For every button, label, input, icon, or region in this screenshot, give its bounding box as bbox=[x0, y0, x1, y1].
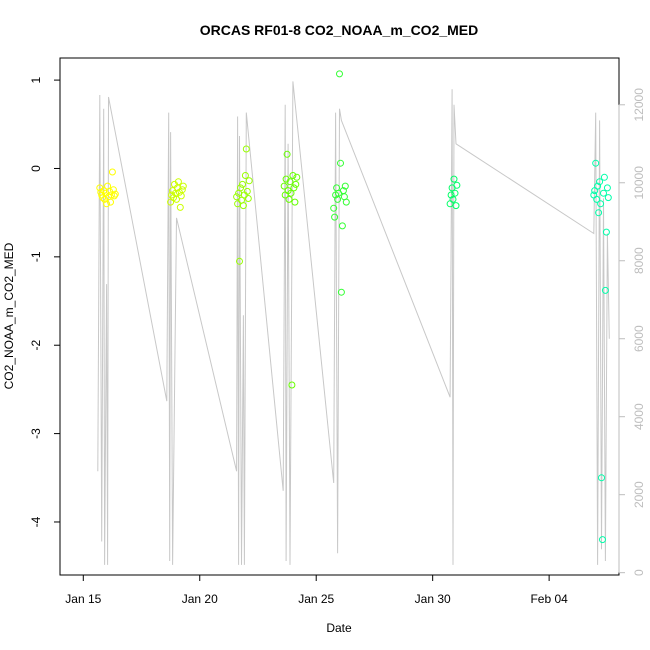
data-point bbox=[290, 184, 298, 192]
data-point bbox=[242, 145, 250, 153]
y-right-tick-label: 0 bbox=[632, 569, 646, 576]
data-point bbox=[594, 182, 602, 190]
data-point bbox=[341, 182, 349, 190]
data-point bbox=[237, 184, 244, 192]
y-axis-right: 0 2000 4000 6000 8000 10000 12000 bbox=[618, 88, 646, 576]
data-point bbox=[173, 195, 180, 203]
y-right-tick-label: 6000 bbox=[632, 325, 646, 352]
data-point bbox=[236, 257, 243, 265]
data-point bbox=[592, 159, 600, 167]
data-point bbox=[241, 172, 249, 179]
data-point bbox=[178, 186, 186, 194]
data-point bbox=[244, 195, 252, 202]
y-left-tick-label: -4 bbox=[29, 516, 43, 527]
y-axis-left: 1 0 -1 -2 -3 -4 bbox=[29, 76, 61, 527]
data-point bbox=[601, 286, 609, 294]
x-tick-label: Jan 30 bbox=[415, 592, 451, 606]
data-point bbox=[599, 536, 606, 544]
data-point bbox=[245, 177, 253, 185]
data-point bbox=[597, 200, 605, 208]
data-point bbox=[239, 202, 247, 210]
data-point bbox=[174, 178, 182, 186]
data-point bbox=[291, 198, 299, 206]
y-axis-label: CO2_NOAA_m_CO2_MED bbox=[2, 242, 16, 389]
y-right-tick-label: 12000 bbox=[632, 88, 646, 122]
data-point bbox=[602, 228, 610, 236]
secondary-series-line bbox=[97, 81, 610, 565]
data-point bbox=[292, 180, 300, 188]
data-point bbox=[596, 178, 604, 186]
data-point bbox=[600, 189, 607, 197]
y-left-tick-label: -2 bbox=[29, 340, 43, 351]
data-points-layer bbox=[96, 70, 612, 544]
data-point bbox=[331, 213, 339, 221]
data-point bbox=[103, 200, 111, 208]
data-point bbox=[176, 203, 184, 211]
data-point bbox=[243, 187, 251, 195]
x-tick-label: Jan 15 bbox=[65, 592, 101, 606]
data-point bbox=[600, 173, 608, 181]
x-tick-label: Feb 04 bbox=[530, 592, 568, 606]
y-left-tick-label: -1 bbox=[29, 251, 43, 262]
data-point bbox=[287, 189, 295, 197]
y-left-tick-label: -3 bbox=[29, 428, 43, 439]
secondary-line-layer bbox=[97, 81, 610, 565]
data-point bbox=[452, 202, 460, 210]
x-tick-label: Jan 20 bbox=[182, 592, 218, 606]
data-point bbox=[449, 195, 457, 203]
data-point bbox=[598, 474, 605, 482]
y-right-tick-label: 4000 bbox=[632, 403, 646, 430]
data-point bbox=[336, 70, 343, 78]
x-tick-label: Jan 25 bbox=[298, 592, 334, 606]
data-point bbox=[595, 209, 603, 217]
data-point bbox=[233, 193, 241, 201]
data-point bbox=[450, 175, 458, 183]
data-point bbox=[447, 191, 455, 199]
data-point bbox=[177, 192, 185, 200]
y-right-tick-label: 2000 bbox=[632, 481, 646, 508]
data-point bbox=[285, 195, 293, 203]
x-axis-label: Date bbox=[326, 621, 352, 635]
data-point bbox=[451, 189, 459, 197]
data-point bbox=[293, 173, 301, 181]
data-point bbox=[338, 222, 346, 230]
data-point bbox=[453, 181, 461, 189]
y-left-tick-label: 0 bbox=[29, 165, 43, 172]
y-left-tick-label: 1 bbox=[29, 76, 43, 83]
data-point bbox=[111, 190, 119, 198]
data-point bbox=[330, 204, 338, 212]
data-point bbox=[286, 178, 294, 186]
data-point bbox=[179, 182, 187, 190]
data-point bbox=[280, 182, 288, 190]
data-point bbox=[593, 195, 601, 203]
y-right-tick-label: 8000 bbox=[632, 247, 646, 274]
data-point bbox=[106, 187, 113, 195]
data-point bbox=[289, 172, 297, 179]
y-right-tick-label: 10000 bbox=[632, 166, 646, 200]
data-point bbox=[342, 198, 350, 206]
x-axis: Jan 15 Jan 20 Jan 25 Jan 30 Feb 04 bbox=[65, 574, 568, 606]
data-point bbox=[283, 150, 291, 158]
data-point bbox=[604, 194, 612, 202]
data-point bbox=[107, 198, 114, 206]
data-point bbox=[108, 168, 116, 176]
data-point bbox=[337, 288, 345, 296]
chart-title: ORCAS RF01-8 CO2_NOAA_m_CO2_MED bbox=[200, 22, 479, 38]
data-point bbox=[239, 180, 246, 188]
data-point bbox=[603, 184, 611, 192]
data-point bbox=[288, 381, 296, 389]
data-point bbox=[337, 159, 344, 167]
